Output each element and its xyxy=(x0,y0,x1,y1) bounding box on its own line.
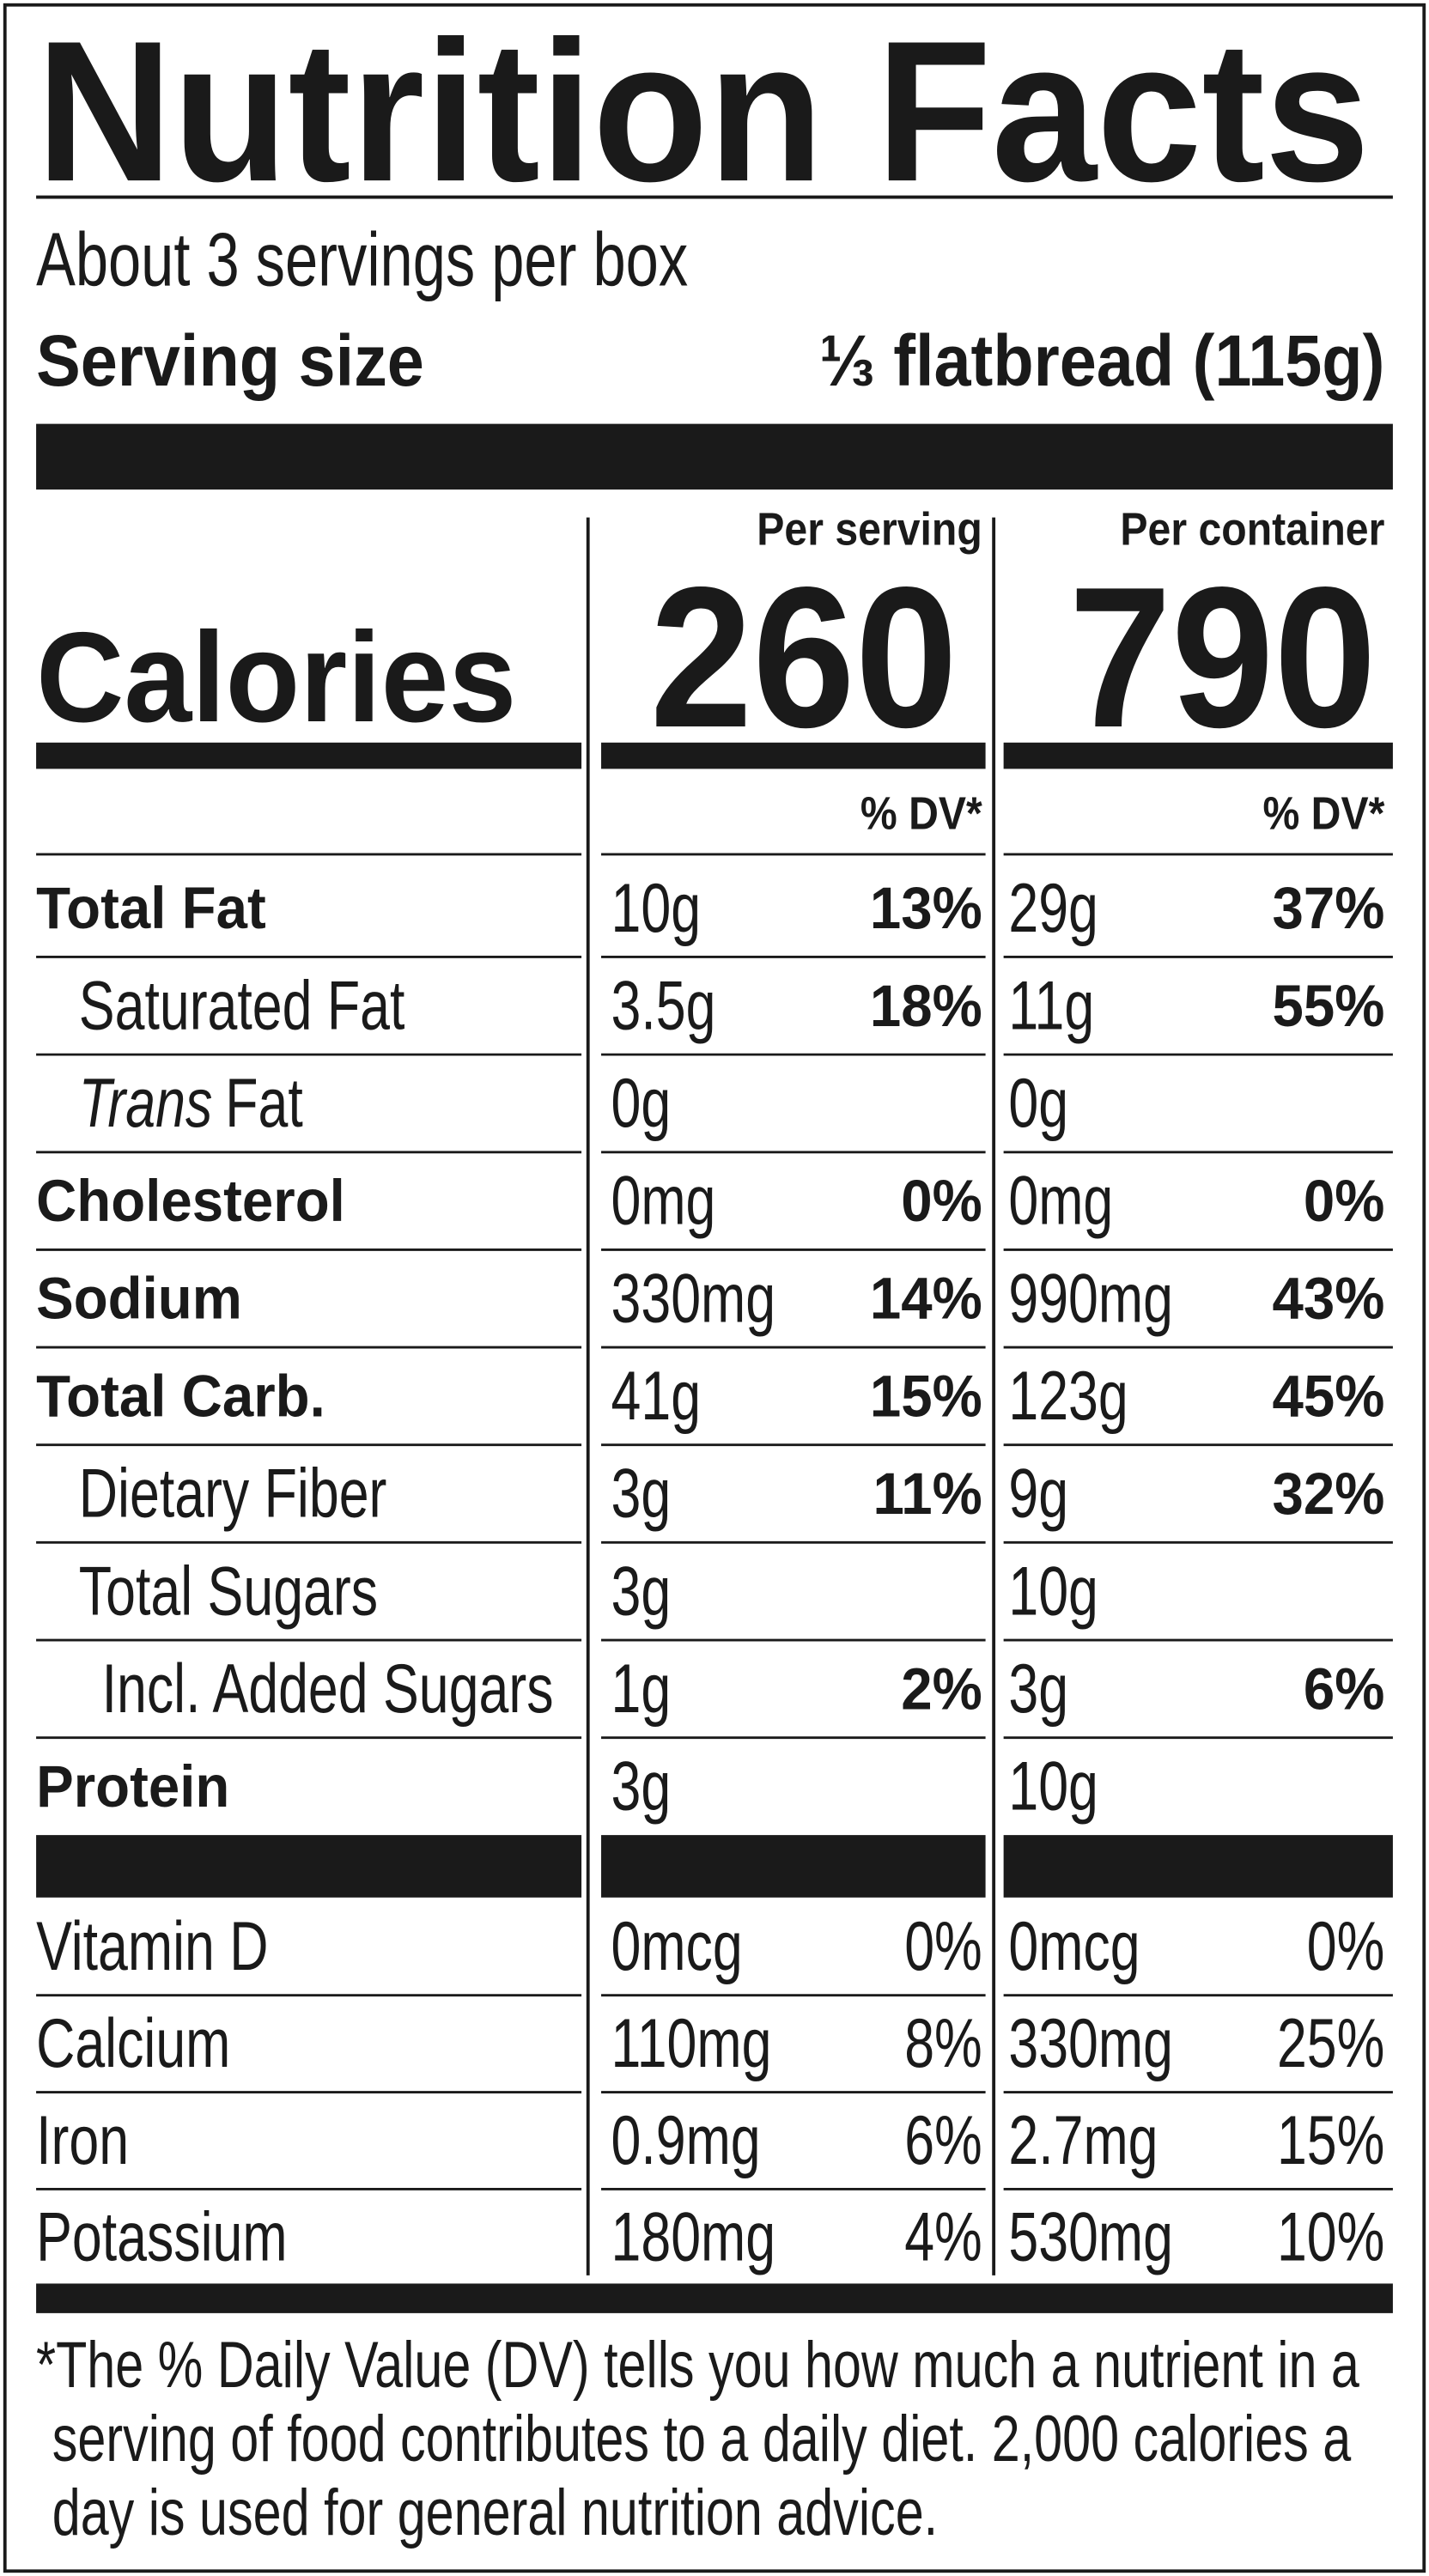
daily-value: 6% xyxy=(904,2102,982,2178)
calories-label: Calories xyxy=(36,605,516,749)
bar xyxy=(601,742,986,769)
nutrient-name: Total Sugars xyxy=(79,1553,378,1630)
daily-value: 11% xyxy=(873,1461,982,1527)
amount: 10g xyxy=(1008,1748,1098,1825)
border xyxy=(3,3,1426,2573)
amount: 10g xyxy=(611,870,702,946)
column-header: Per serving xyxy=(757,503,982,555)
nutrient-name: Total Carb. xyxy=(36,1364,325,1430)
daily-value: 4% xyxy=(904,2199,982,2275)
daily-value: 13% xyxy=(870,876,982,942)
nutrient-name: Saturated Fat xyxy=(79,968,405,1044)
amount: 11g xyxy=(1008,968,1094,1044)
nutrient-name: Sodium xyxy=(36,1266,242,1332)
daily-value: 0% xyxy=(904,1909,982,1985)
amount: 0mcg xyxy=(611,1909,743,1985)
amount: 9g xyxy=(1008,1455,1068,1532)
nutrient-name: Iron xyxy=(36,2102,129,2178)
amount: 330mg xyxy=(1008,2005,1173,2081)
amount: 1g xyxy=(611,1651,672,1728)
daily-value: 2% xyxy=(901,1656,982,1722)
thick-bar xyxy=(36,423,1393,490)
bar xyxy=(36,2283,1393,2313)
amount: 3g xyxy=(611,1553,672,1630)
daily-value: 18% xyxy=(870,973,982,1039)
amount: 110mg xyxy=(611,2005,772,2081)
nutrient-name: Dietary Fiber xyxy=(79,1455,387,1532)
nutrient-name: Vitamin D xyxy=(36,1909,268,1985)
nutrient-name: Incl. Added Sugars xyxy=(102,1651,554,1728)
bar xyxy=(1003,1835,1393,1898)
amount: 2.7mg xyxy=(1008,2102,1158,2178)
daily-value: 0% xyxy=(1304,1169,1385,1235)
nutrient-name: Trans Fat xyxy=(79,1066,303,1142)
daily-value: 25% xyxy=(1277,2005,1384,2081)
nutrient-name: Protein xyxy=(36,1753,229,1820)
title: Nutrition Facts xyxy=(36,0,1370,223)
nutrient-name: Calcium xyxy=(36,2005,230,2081)
amount: 990mg xyxy=(1008,1261,1173,1337)
serving-size-value: ⅓ flatbread (115g) xyxy=(819,321,1384,402)
amount: 0.9mg xyxy=(611,2102,761,2178)
amount: 3g xyxy=(611,1748,672,1825)
bar xyxy=(36,742,582,769)
daily-value: 8% xyxy=(904,2005,982,2081)
amount: 123g xyxy=(1008,1358,1128,1435)
amount: 0g xyxy=(1008,1066,1068,1142)
amount: 330mg xyxy=(611,1261,776,1337)
column-header: Per container xyxy=(1120,503,1384,555)
serving-size-label: Serving size xyxy=(36,321,424,402)
amount: 0g xyxy=(611,1066,672,1142)
nutrient-name-rest: Fat xyxy=(225,1066,303,1142)
amount: 0mg xyxy=(611,1163,716,1239)
nutrient-name: Total Fat xyxy=(36,876,266,942)
amount: 10g xyxy=(1008,1553,1098,1630)
dv-header: % DV* xyxy=(860,787,982,839)
amount: 0mg xyxy=(1008,1163,1113,1239)
daily-value: 32% xyxy=(1272,1461,1384,1527)
daily-value: 37% xyxy=(1272,876,1384,942)
daily-value: 15% xyxy=(870,1364,982,1430)
bar xyxy=(36,1835,582,1898)
daily-value: 15% xyxy=(1277,2102,1384,2178)
daily-value: 10% xyxy=(1277,2199,1384,2275)
bar xyxy=(601,1835,986,1898)
daily-value: 0% xyxy=(1307,1909,1385,1985)
amount: 3g xyxy=(1008,1651,1068,1728)
amount: 180mg xyxy=(611,2199,776,2275)
nutrient-name: Cholesterol xyxy=(36,1169,345,1235)
daily-value: 45% xyxy=(1272,1364,1384,1430)
amount: 0mcg xyxy=(1008,1909,1140,1985)
amount: 29g xyxy=(1008,870,1098,946)
daily-value: 0% xyxy=(901,1169,982,1235)
calories-value: 260 xyxy=(650,545,958,769)
amount: 41g xyxy=(611,1358,702,1435)
amount: 530mg xyxy=(1008,2199,1173,2275)
dv-header: % DV* xyxy=(1262,787,1384,839)
servings: About 3 servings per box xyxy=(36,217,688,301)
calories-value: 790 xyxy=(1069,545,1377,769)
amount: 3.5g xyxy=(611,968,716,1044)
footnote: *The % Daily Value (DV) tells you how mu… xyxy=(36,2329,1359,2549)
daily-value: 55% xyxy=(1272,973,1384,1039)
bar xyxy=(1003,742,1393,769)
nutrient-name: Potassium xyxy=(36,2199,288,2275)
daily-value: 6% xyxy=(1304,1656,1385,1722)
daily-value: 43% xyxy=(1272,1266,1384,1332)
daily-value: 14% xyxy=(870,1266,982,1332)
nutrient-name-italic: Trans xyxy=(79,1066,213,1142)
amount: 3g xyxy=(611,1455,672,1532)
